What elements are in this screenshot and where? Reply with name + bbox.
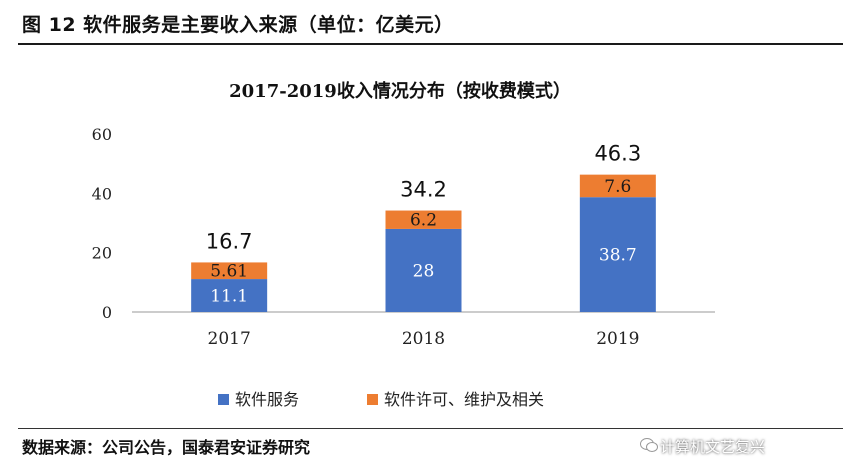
legend-label: 软件许可、维护及相关 (384, 390, 544, 409)
bar-segment (191, 262, 268, 280)
legend-swatch (218, 394, 229, 405)
figure-title: 图 12 软件服务是主要收入来源（单位：亿美元） (22, 14, 454, 36)
data-label: 11.1 (210, 287, 248, 307)
wechat-icon (640, 438, 658, 452)
data-label: 6.2 (410, 211, 437, 231)
y-tick-label: 40 (92, 184, 112, 203)
source-note: 数据来源：公司公告，国泰君安证券研究 (22, 438, 311, 457)
bars: 11.1 5.61 16.7 2017 28 6.2 34.2 2018 38.7 7.6 46.3… (191, 142, 656, 349)
total-label: 46.3 (594, 142, 641, 166)
bar-segment (579, 197, 656, 312)
x-tick-label: 2017 (208, 329, 251, 349)
data-label: 5.61 (210, 262, 248, 282)
y-tick-label: 60 (92, 125, 112, 144)
bar-segment (385, 210, 462, 229)
x-tick-label: 2018 (402, 329, 445, 349)
chart-title: 2017-2019收入情况分布（按收费模式） (229, 80, 571, 102)
data-label: 7.6 (604, 177, 631, 197)
legend-label: 软件服务 (235, 390, 299, 409)
bar-segment (579, 174, 656, 198)
bottom-rule (18, 428, 843, 429)
data-label: 38.7 (599, 246, 637, 266)
total-label: 34.2 (400, 178, 447, 202)
legend: 软件服务 软件许可、维护及相关 (218, 390, 544, 409)
total-label: 16.7 (206, 229, 253, 253)
data-label: 28 (413, 261, 435, 281)
bar-segment (385, 228, 462, 312)
y-tick-label: 20 (92, 244, 112, 263)
legend-swatch (367, 394, 378, 405)
x-tick-label: 2019 (596, 329, 639, 349)
bar-segment (191, 279, 268, 312)
watermark: 计算机文艺复兴 (660, 438, 766, 456)
top-rule (18, 43, 843, 45)
y-tick-label: 0 (102, 303, 112, 322)
